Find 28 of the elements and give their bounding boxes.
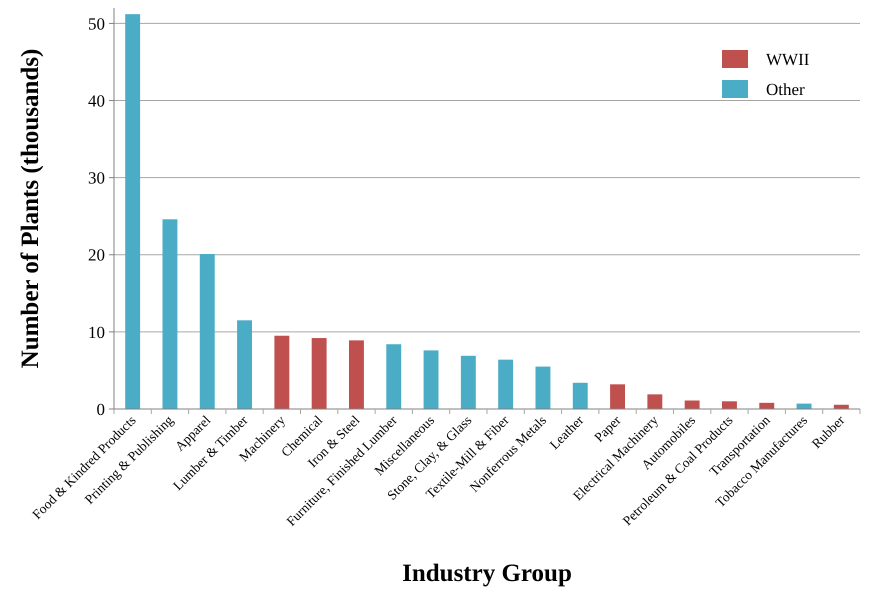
bar: [274, 336, 290, 409]
bar: [424, 350, 439, 409]
bar: [386, 344, 402, 409]
bar: [348, 340, 364, 409]
bar: [722, 401, 737, 409]
bar: [498, 360, 514, 409]
bar: [237, 320, 252, 409]
legend-label: Other: [766, 80, 806, 99]
bar: [162, 219, 178, 409]
y-tick-label: 30: [88, 168, 105, 188]
bar: [125, 14, 140, 409]
bar: [200, 254, 215, 409]
bar: [684, 400, 700, 409]
legend-label: WWII: [766, 50, 810, 69]
bar: [535, 366, 550, 409]
y-axis-title: Number of Plants (thousands): [17, 48, 44, 368]
y-tick-label: 40: [88, 91, 105, 110]
bar: [572, 382, 588, 409]
y-tick-label: 10: [88, 322, 105, 342]
bar: [460, 356, 476, 409]
y-tick-label: 0: [96, 400, 105, 419]
y-tick-label: 50: [88, 14, 105, 34]
bar: [610, 384, 626, 409]
bar: [796, 404, 812, 409]
y-tick-label: 20: [88, 246, 105, 265]
bar: [647, 394, 662, 409]
bar: [312, 338, 327, 409]
x-axis-title: Industry Group: [402, 560, 572, 587]
